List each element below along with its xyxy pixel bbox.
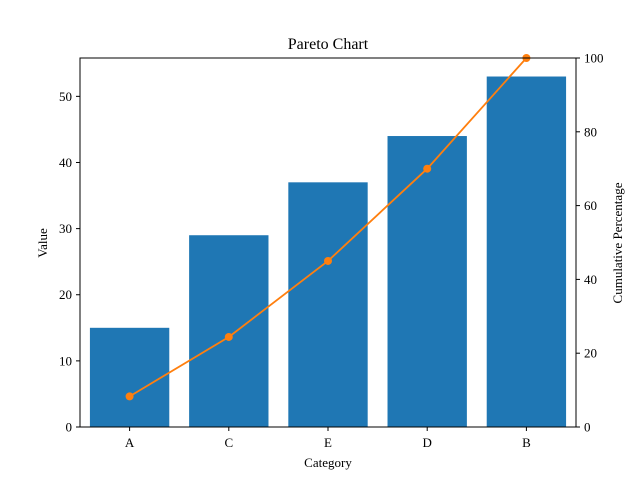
x-tick-label: C: [224, 435, 233, 450]
x-tick-label: D: [423, 435, 432, 450]
cumulative-point-D: [423, 164, 432, 173]
cumulative-point-C: [224, 332, 233, 341]
chart-title: Pareto Chart: [288, 36, 369, 53]
cumulative-point-E: [324, 256, 332, 265]
y-tick-label: 0: [66, 420, 73, 435]
y2-tick-label: 80: [584, 124, 597, 139]
x-tick-label: A: [125, 435, 135, 450]
cumulative-series: [125, 54, 531, 401]
y-tick-label: 40: [59, 155, 72, 170]
y-axis-label: Value: [35, 228, 50, 258]
y-tick-label: 20: [59, 287, 72, 302]
y-tick-label: 50: [59, 89, 72, 104]
cumulative-point-A: [125, 392, 134, 401]
y2-tick-label: 40: [584, 272, 597, 287]
y2-tick-label: 60: [584, 198, 597, 213]
y-axis-left: 0 10 20 30 40 50: [59, 89, 80, 435]
y2-tick-label: 0: [584, 420, 591, 435]
bar-E: [288, 182, 368, 427]
x-axis-label: Category: [304, 455, 352, 470]
bar-C: [189, 235, 269, 427]
bar-A: [89, 327, 170, 427]
bar-series: [89, 76, 567, 428]
y2-tick-label: 100: [584, 51, 604, 66]
bar-B: [486, 76, 567, 428]
y-axis-right: 0 20 40 60 80 100: [576, 51, 604, 435]
y2-axis-label: Cumulative Percentage: [610, 182, 625, 303]
x-tick-label: E: [324, 435, 332, 450]
y2-tick-label: 20: [584, 346, 597, 361]
y-tick-label: 10: [59, 353, 72, 368]
bar-D: [387, 136, 467, 427]
y-tick-label: 30: [59, 221, 72, 236]
x-tick-label: B: [522, 435, 531, 450]
